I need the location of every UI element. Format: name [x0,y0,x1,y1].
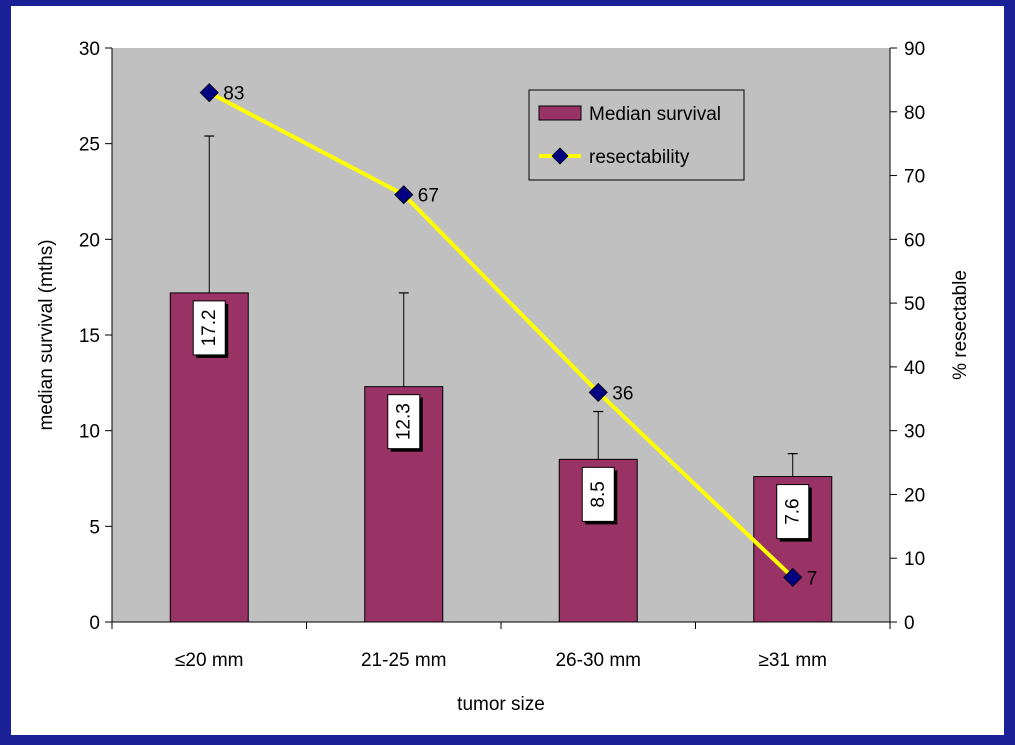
x-tick-label: ≤20 mm [175,650,244,671]
y-left-tick-label: 30 [79,39,100,60]
resectability-marker [199,83,219,103]
resectability-value-label: 7 [807,568,818,589]
x-axis-title: tumor size [457,694,545,715]
resectability-value-label: 83 [223,84,244,105]
bar-value-label: 12.3 [393,403,414,440]
y-right-tick-label: 50 [904,294,925,315]
x-tick-label: ≥31 mm [759,650,828,671]
resectability-value-label: 36 [612,383,633,404]
resectability-marker [588,382,608,402]
y-right-tick-label: 80 [904,103,925,124]
legend: Median survival resectability [528,89,745,181]
y-left-tick-label: 20 [79,230,100,251]
y-left-tick-label: 5 [89,517,100,538]
bar-value-label: 7.6 [782,498,803,524]
bar-value-label: 17.2 [199,309,220,346]
legend-box [528,89,745,181]
y-axis-left-title: median survival (mths) [36,239,57,430]
y-left-tick-label: 25 [79,135,100,156]
y-left-tick-label: 10 [79,422,100,443]
y-left-tick-label: 0 [89,613,100,634]
x-tick-label: 26-30 mm [555,650,641,671]
y-right-tick-label: 90 [904,39,925,60]
bar-label-box [581,466,615,522]
x-tick-label: 21-25 mm [361,650,447,671]
y-left-tick-label: 15 [79,326,100,347]
legend-bar-swatch [538,105,582,121]
legend-line-label: resectability [589,147,690,168]
bar-label-box [776,484,810,540]
bar-value-label: 8.5 [588,481,609,507]
bar-label-box [387,394,421,450]
y-right-tick-label: 60 [904,230,925,251]
y-right-tick-label: 70 [904,167,925,188]
y-right-tick-label: 20 [904,485,925,506]
y-right-tick-label: 40 [904,358,925,379]
y-right-tick-label: 10 [904,549,925,570]
bars-layer: 17.2 12.3 8.5 7.6 [169,135,833,623]
resectability-line [208,90,795,579]
line-layer: 83 67 36 7 [199,83,818,589]
axes-layer: 0 5 10 15 20 25 30 0 10 20 30 40 50 60 70 80 90 ≤20 mm 21-… [79,39,925,671]
resectability-marker [783,567,803,587]
y-axis-right-title: % resectable [950,270,971,380]
legend-line-marker [551,147,569,165]
resectability-marker [394,185,414,205]
y-right-tick-label: 0 [904,613,915,634]
resectability-value-label: 67 [418,186,439,207]
legend-bar-label: Median survival [589,104,721,125]
bar-label-box [192,300,226,356]
y-right-tick-label: 30 [904,422,925,443]
